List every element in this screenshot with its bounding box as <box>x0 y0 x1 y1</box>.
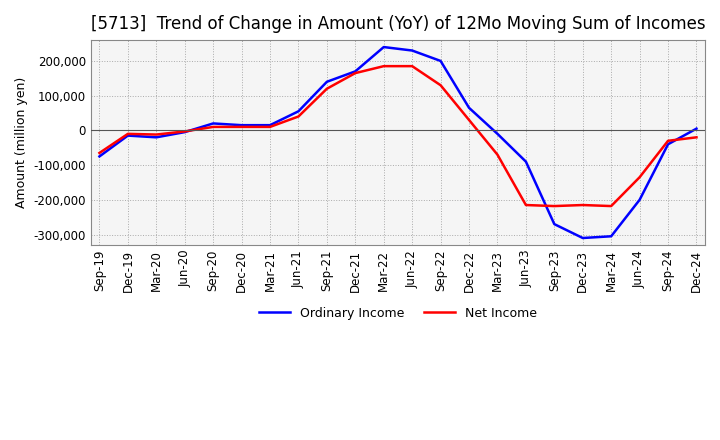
Net Income <box>124 131 132 136</box>
Ordinary Income <box>95 154 104 159</box>
Title: [5713]  Trend of Change in Amount (YoY) of 12Mo Moving Sum of Incomes: [5713] Trend of Change in Amount (YoY) o… <box>91 15 706 33</box>
Net Income <box>464 117 473 123</box>
Ordinary Income <box>408 48 416 53</box>
Ordinary Income <box>379 44 388 50</box>
Net Income <box>351 70 359 76</box>
Ordinary Income <box>607 234 616 239</box>
Net Income <box>521 202 530 208</box>
Ordinary Income <box>493 131 502 136</box>
Net Income <box>436 83 445 88</box>
Ordinary Income <box>323 79 331 84</box>
Ordinary Income <box>152 135 161 140</box>
Net Income <box>379 63 388 69</box>
Net Income <box>238 124 246 129</box>
Ordinary Income <box>664 142 672 147</box>
Net Income <box>578 202 587 208</box>
Ordinary Income <box>181 129 189 135</box>
Net Income <box>408 63 416 69</box>
Net Income <box>550 203 559 209</box>
Legend: Ordinary Income, Net Income: Ordinary Income, Net Income <box>254 302 541 325</box>
Net Income <box>95 150 104 156</box>
Net Income <box>152 132 161 137</box>
Net Income <box>664 138 672 143</box>
Ordinary Income <box>238 122 246 128</box>
Net Income <box>266 124 274 129</box>
Line: Ordinary Income: Ordinary Income <box>99 47 696 238</box>
Ordinary Income <box>692 126 701 131</box>
Ordinary Income <box>521 159 530 164</box>
Net Income <box>181 129 189 134</box>
Ordinary Income <box>464 105 473 110</box>
Net Income <box>209 124 217 129</box>
Ordinary Income <box>266 122 274 128</box>
Ordinary Income <box>635 197 644 202</box>
Net Income <box>692 135 701 140</box>
Ordinary Income <box>550 221 559 227</box>
Ordinary Income <box>436 59 445 64</box>
Net Income <box>493 152 502 158</box>
Net Income <box>323 86 331 92</box>
Y-axis label: Amount (million yen): Amount (million yen) <box>15 77 28 208</box>
Net Income <box>294 114 303 119</box>
Ordinary Income <box>124 133 132 138</box>
Net Income <box>635 175 644 180</box>
Line: Net Income: Net Income <box>99 66 696 206</box>
Ordinary Income <box>294 109 303 114</box>
Net Income <box>607 203 616 209</box>
Ordinary Income <box>578 235 587 241</box>
Ordinary Income <box>351 69 359 74</box>
Ordinary Income <box>209 121 217 126</box>
